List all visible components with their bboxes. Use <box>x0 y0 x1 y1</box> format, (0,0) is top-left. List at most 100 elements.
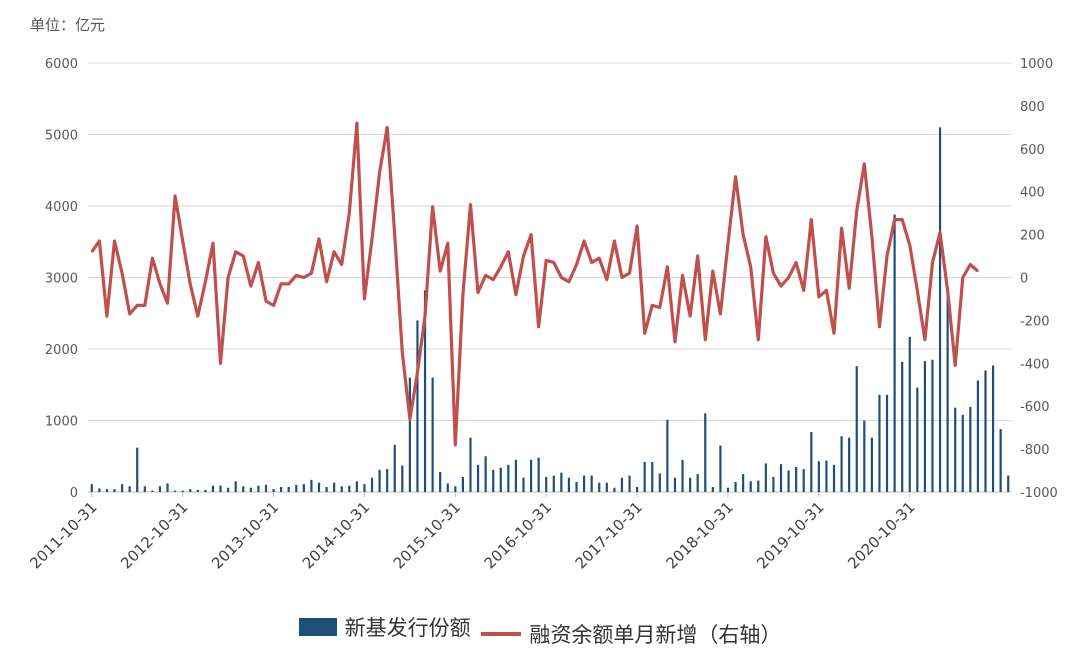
line-point <box>833 332 835 335</box>
bar <box>908 336 911 492</box>
bar <box>196 489 199 492</box>
line-point <box>651 304 654 307</box>
x-tick-label: 2020-10-31 <box>844 498 918 572</box>
line-point <box>674 341 676 343</box>
bar <box>219 485 222 492</box>
bar <box>461 476 465 492</box>
bar <box>976 380 980 492</box>
bar <box>310 479 313 492</box>
right-tick-label: 400 <box>1020 186 1045 201</box>
line-point <box>257 261 260 264</box>
right-tick-label: 1000 <box>1020 57 1053 72</box>
line-point <box>424 315 426 317</box>
x-tick-label: 2015-10-31 <box>390 498 464 572</box>
line-point <box>295 274 298 277</box>
line-point <box>840 227 843 229</box>
bar <box>582 475 586 492</box>
bar <box>454 486 457 492</box>
line-point <box>356 122 358 124</box>
bar <box>136 447 139 492</box>
line-point <box>886 255 888 257</box>
line-point <box>969 263 972 266</box>
bar <box>757 480 760 492</box>
bar <box>264 484 268 492</box>
line-point <box>825 289 828 292</box>
line-point <box>560 276 563 279</box>
bar <box>628 475 631 492</box>
bar <box>590 475 593 492</box>
line-point <box>386 126 388 129</box>
bar <box>764 463 767 492</box>
right-tick-label: 0 <box>1020 272 1028 287</box>
left-tick-label: 0 <box>70 486 78 501</box>
bar <box>242 486 245 492</box>
bar <box>325 486 328 492</box>
bar <box>635 486 639 492</box>
line-point <box>325 280 328 283</box>
bar <box>113 489 116 492</box>
bar <box>173 490 177 492</box>
bar <box>863 420 866 492</box>
bar <box>696 474 699 492</box>
line-point <box>272 304 275 307</box>
line-point <box>90 250 93 253</box>
left-tick-label: 5000 <box>45 129 78 144</box>
bar <box>999 429 1002 492</box>
line-point <box>787 276 790 279</box>
bar <box>620 477 624 492</box>
line-point <box>303 276 305 279</box>
bar <box>166 483 169 492</box>
left-tick-label: 3000 <box>45 272 78 287</box>
line-point <box>545 259 548 262</box>
line-point <box>166 302 169 305</box>
bar <box>711 486 714 492</box>
legend-item-line: 融资余额单月新增（右轴） <box>481 619 781 649</box>
line-point <box>606 278 608 281</box>
bar <box>484 456 487 492</box>
bar <box>370 477 374 492</box>
bar <box>257 485 260 492</box>
line-point <box>484 274 487 277</box>
line-point <box>189 283 192 285</box>
bar <box>98 488 101 492</box>
bar <box>666 419 669 492</box>
bar <box>810 431 813 492</box>
line-point <box>863 163 866 165</box>
bar <box>423 290 427 492</box>
bar <box>287 486 290 492</box>
legend: 新基发行份额 融资余额单月新增（右轴） <box>0 612 1080 649</box>
line-point <box>848 287 850 290</box>
bar <box>742 474 745 492</box>
line-point <box>666 265 669 268</box>
bar <box>204 489 207 492</box>
line-point <box>946 289 949 292</box>
left-tick-label: 2000 <box>45 343 78 358</box>
bar <box>893 214 896 492</box>
bar <box>779 464 783 492</box>
line-point <box>727 242 729 244</box>
bar <box>120 484 124 492</box>
line-point <box>401 351 404 354</box>
legend-line-swatch <box>481 632 522 636</box>
bar <box>181 490 184 492</box>
line-point <box>507 250 510 253</box>
bar <box>545 476 548 492</box>
line-series <box>90 121 979 447</box>
line-point <box>219 362 222 365</box>
line-point <box>765 235 767 238</box>
line-point <box>378 171 381 174</box>
line-point <box>742 233 744 236</box>
line-point <box>371 238 373 240</box>
line-point <box>583 240 585 242</box>
bar <box>749 481 752 492</box>
line-point <box>522 255 525 257</box>
line-point <box>136 304 139 307</box>
bar <box>355 481 358 492</box>
left-tick-label: 1000 <box>45 415 78 430</box>
x-tick-label: 2018-10-31 <box>662 498 736 572</box>
bar <box>954 407 957 492</box>
line-point <box>287 283 290 285</box>
bar <box>916 387 919 492</box>
bar <box>537 457 540 492</box>
line-point <box>393 233 396 236</box>
